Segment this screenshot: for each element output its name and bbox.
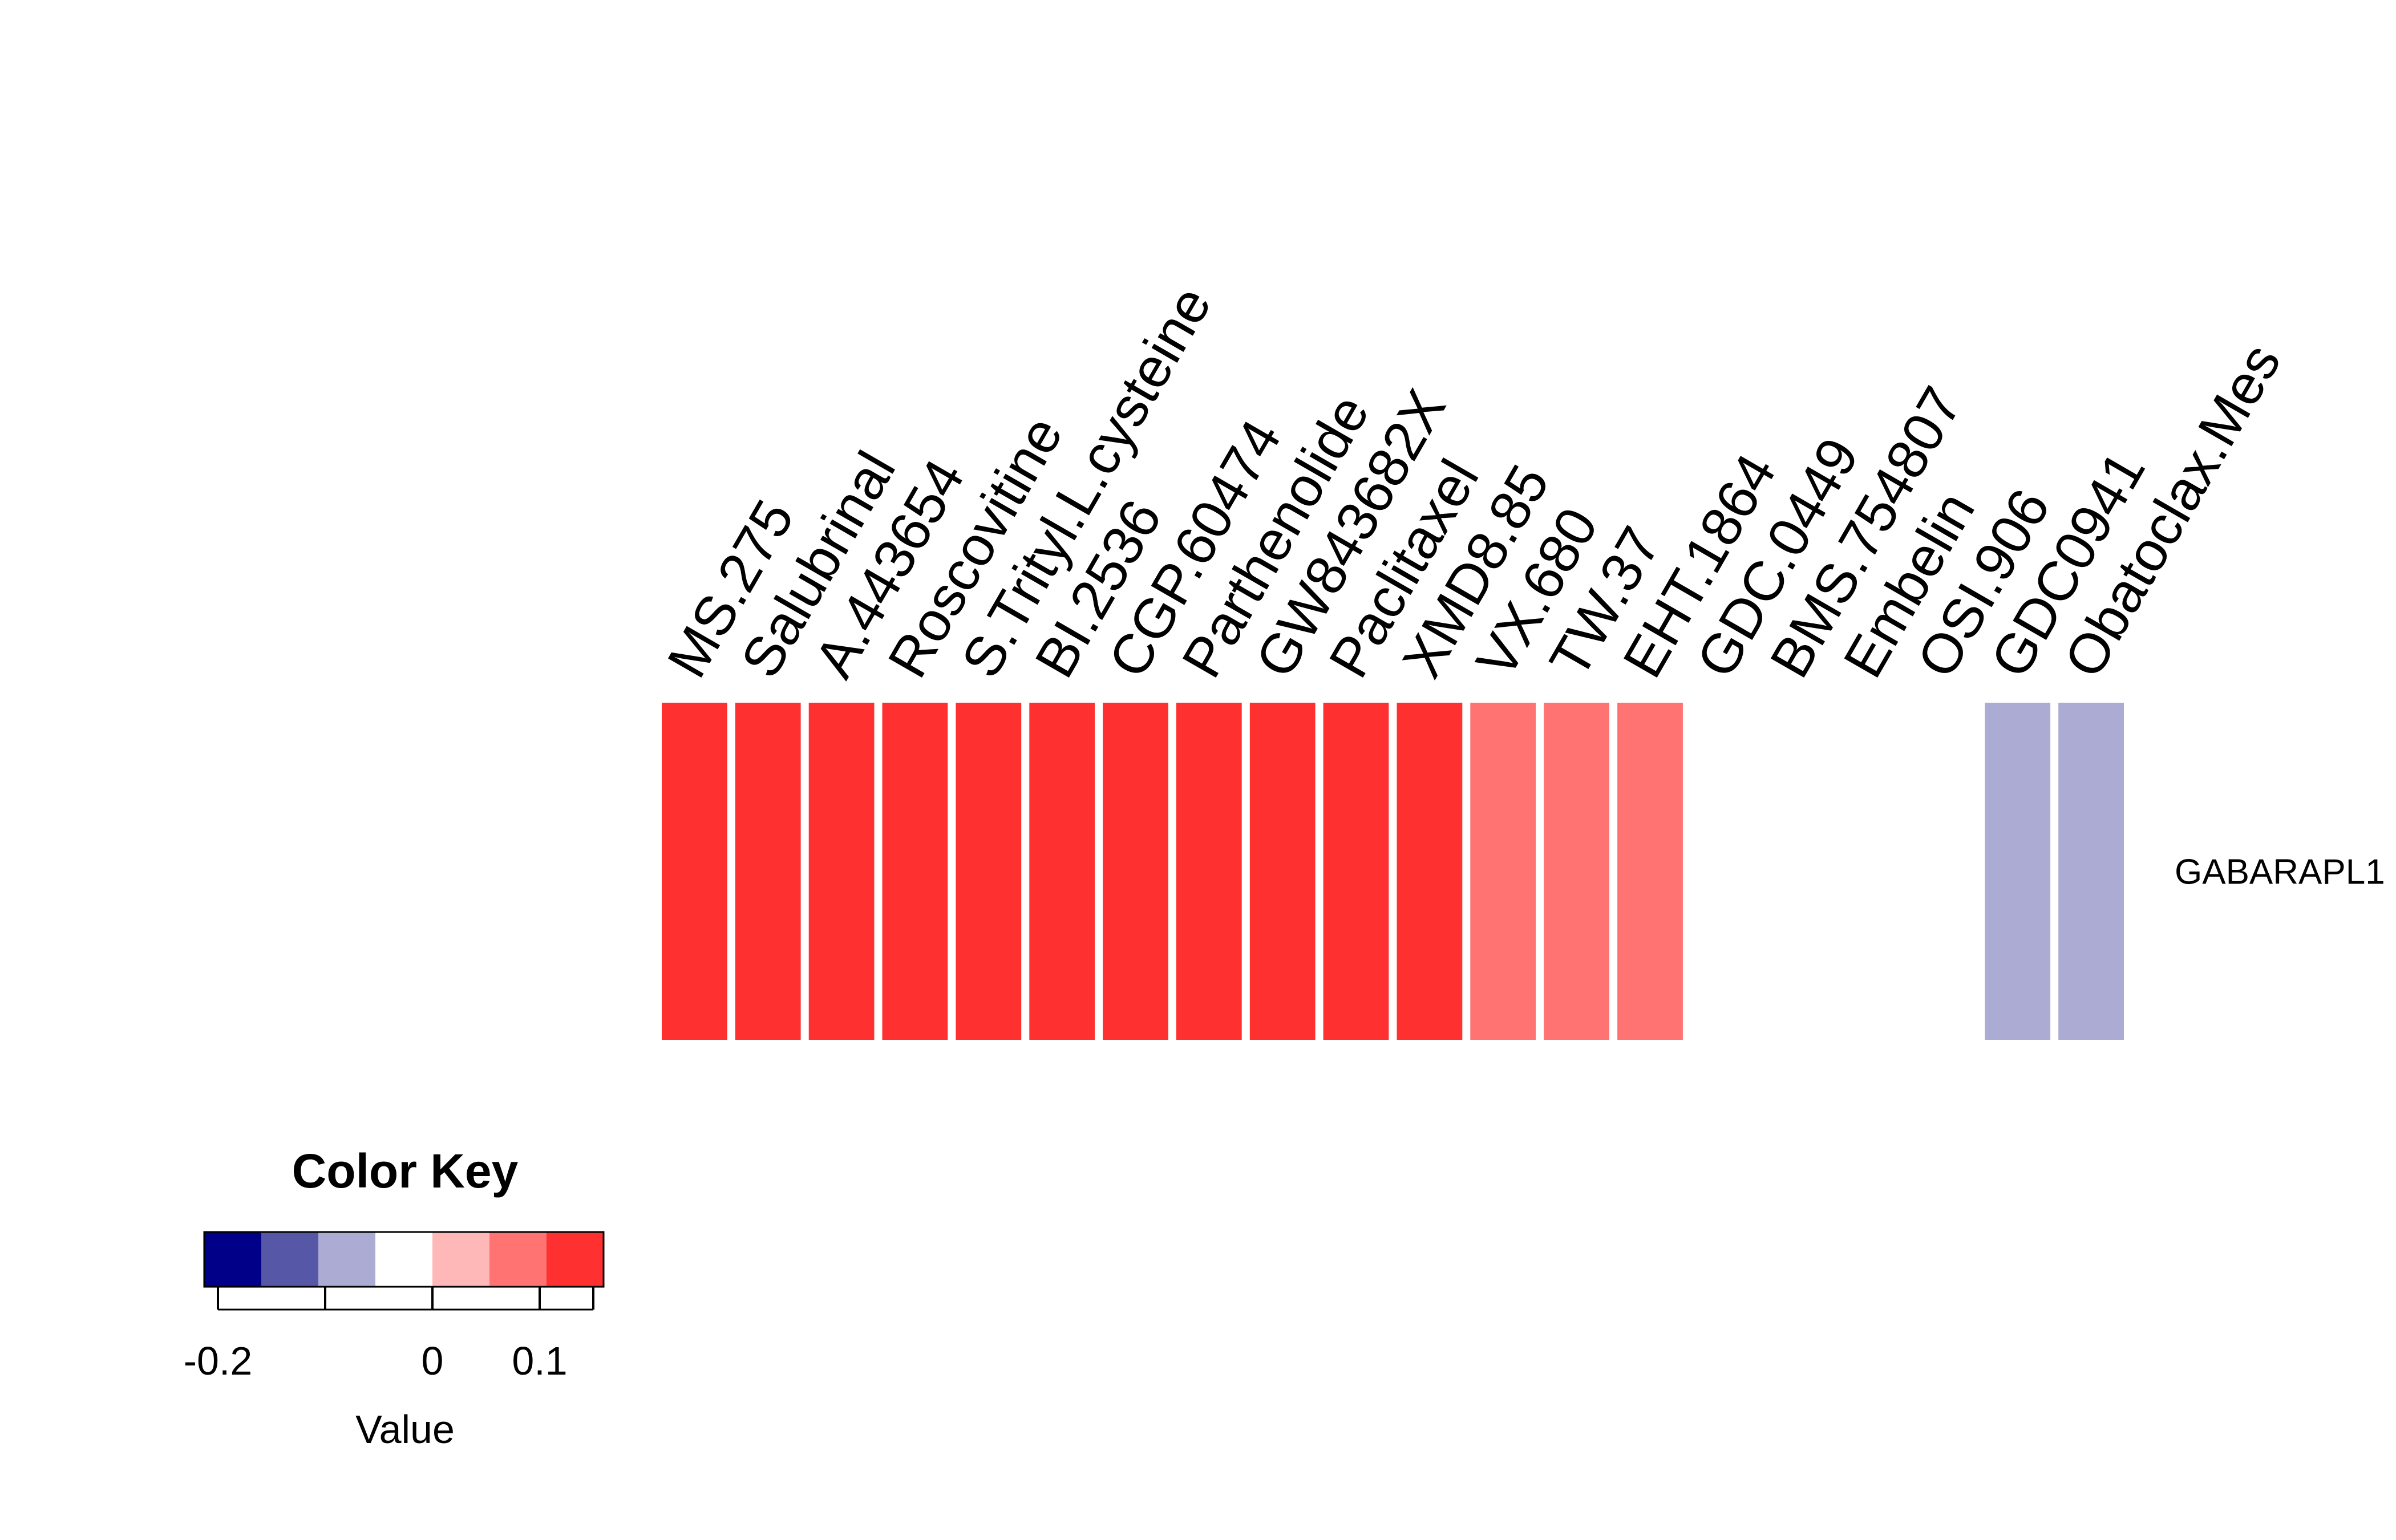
color-key-tick-label: -0.2	[184, 1339, 253, 1383]
color-key-tick-label: 0.1	[512, 1339, 567, 1383]
heatmap-cell	[1323, 703, 1389, 1040]
color-key-ticks: -0.2 0 0.1	[184, 1287, 594, 1383]
color-key-bin	[432, 1232, 489, 1287]
heatmap-cell	[1838, 703, 1904, 1040]
color-key-tick-label: 0	[422, 1339, 444, 1383]
heatmap-cell	[1470, 703, 1536, 1040]
row-labels: GABARAPL1	[2175, 853, 2385, 892]
heatmap-cell	[956, 703, 1022, 1040]
heatmap-cell	[1176, 703, 1242, 1040]
heatmap-cell	[1397, 703, 1463, 1040]
color-key-border	[203, 1231, 605, 1288]
color-key-title: Color Key	[292, 1144, 519, 1198]
color-key-bins	[204, 1232, 604, 1287]
heatmap-cells	[662, 703, 2124, 1040]
color-key-bin	[204, 1232, 261, 1287]
heatmap-cell	[1249, 703, 1316, 1040]
heatmap-cell	[1764, 703, 1830, 1040]
color-key-xlabel: Value	[355, 1407, 455, 1452]
column-labels: MS.275SalubrinalA.443654RoscovitineS.Tri…	[655, 276, 2292, 688]
heatmap-cell	[1544, 703, 1609, 1040]
heatmap-cell	[2058, 703, 2124, 1040]
heatmap-cell	[882, 703, 948, 1040]
heatmap-cell	[1690, 703, 1756, 1040]
color-key-bin	[318, 1232, 375, 1287]
color-key-bin	[261, 1232, 318, 1287]
color-key-bin	[375, 1232, 432, 1287]
color-key: Color Key -0.2 0 0.1 Value	[184, 1144, 605, 1452]
color-key-bin	[489, 1232, 547, 1287]
heatmap-cell	[735, 703, 801, 1040]
heatmap-cell	[1103, 703, 1168, 1040]
heatmap-cell	[1911, 703, 1977, 1040]
heatmap-cell	[662, 703, 727, 1040]
heatmap-cell	[1985, 703, 2051, 1040]
row-label: GABARAPL1	[2175, 853, 2385, 892]
heatmap-cell	[1617, 703, 1683, 1040]
heatmap-cell	[808, 703, 875, 1040]
heatmap-cell	[1029, 703, 1095, 1040]
color-key-bin	[547, 1232, 604, 1287]
